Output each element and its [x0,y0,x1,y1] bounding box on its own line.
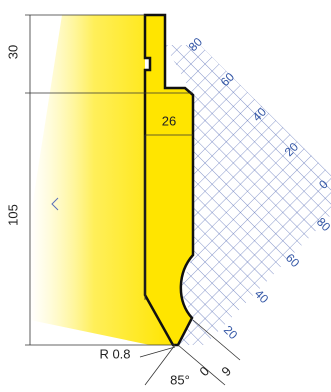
dim-tip-width: 9 [218,363,234,379]
chevron [51,197,59,211]
dim-width: 26 [162,113,176,128]
dim-offset: 0 [196,363,212,379]
dim-body-height: 105 [5,204,20,226]
dim-top-height: 30 [5,45,20,59]
scale-label: 20 [221,323,241,343]
dimension-lines [25,14,241,386]
dim-angle: 85° [170,372,190,387]
yellow-area [30,15,172,345]
dim-tip-radius: R 0.8 [99,346,130,361]
punch-profile [143,13,195,347]
